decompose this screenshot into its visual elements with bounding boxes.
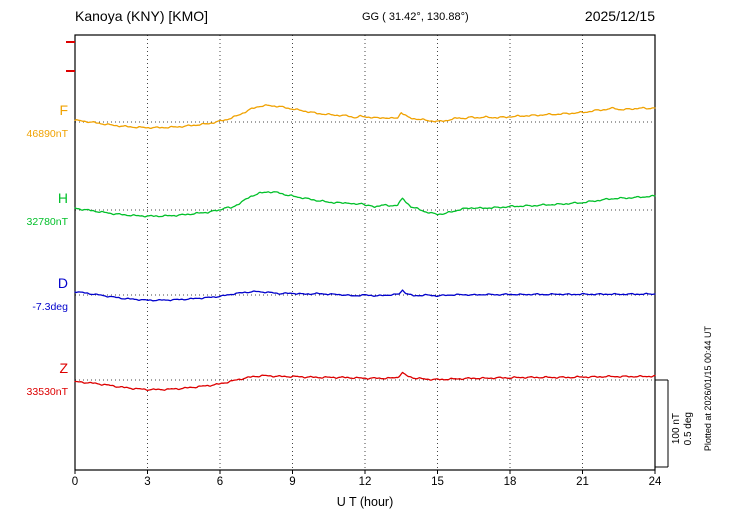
- trace-f: [74, 104, 656, 130]
- series-baseline-z: 33530nT: [26, 386, 68, 398]
- x-tick-label: 21: [576, 476, 589, 488]
- x-tick-label: 24: [648, 476, 662, 488]
- x-tick-label: 0: [71, 476, 79, 488]
- trace-d: [74, 289, 656, 302]
- plotted-at-label: Plotted at 2026/01/15 00:44 UT: [703, 326, 713, 452]
- x-tick-label: 9: [289, 476, 296, 488]
- plot-date: 2025/12/15: [584, 8, 655, 24]
- scale-bar-labels: 100 nT 0.5 deg: [671, 388, 694, 470]
- series-baseline-d: -7.3deg: [32, 301, 68, 313]
- series-baseline-f: 46890nT: [26, 128, 68, 140]
- geo-coordinates: GG ( 31.42°, 130.88°): [362, 11, 469, 23]
- x-tick-label: 3: [144, 476, 151, 488]
- x-tick-label: 6: [216, 476, 224, 488]
- x-tick-label: 18: [503, 476, 517, 488]
- trace-h: [74, 191, 656, 218]
- series-baseline-h: 32780nT: [26, 216, 68, 228]
- series-label-z: Z: [59, 360, 68, 376]
- plot-frame: [74, 34, 656, 471]
- x-axis-label: U T (hour): [336, 495, 394, 509]
- x-tick-label: 15: [431, 476, 444, 488]
- series-label-h: H: [57, 190, 68, 206]
- trace-z: [74, 371, 656, 392]
- scale-nt-label: 100 nT: [671, 413, 682, 445]
- station-title: Kanoya (KNY) [KMO]: [75, 8, 209, 24]
- series-label-f: F: [59, 102, 68, 118]
- series-label-d: D: [57, 275, 68, 291]
- x-tick-label: 12: [358, 476, 372, 488]
- scale-deg-label: 0.5 deg: [683, 412, 694, 446]
